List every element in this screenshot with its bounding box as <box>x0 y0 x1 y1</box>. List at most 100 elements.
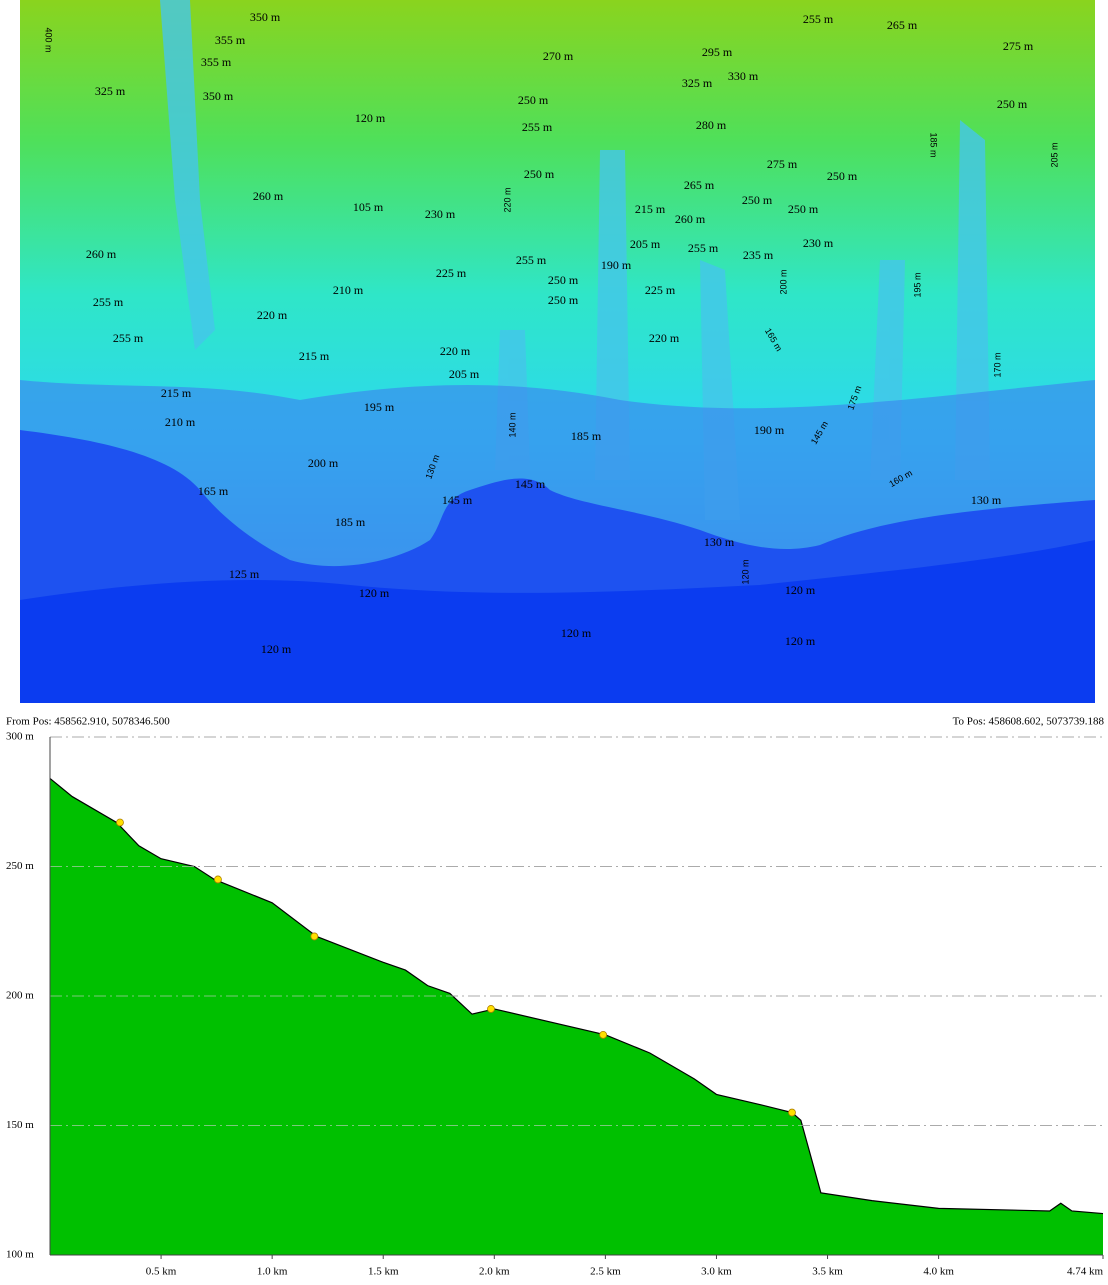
map-label: 130 m <box>971 493 1002 507</box>
map-label: 325 m <box>95 84 126 98</box>
to-position: To Pos: 458608.602, 5073739.188 <box>953 716 1105 728</box>
map-label: 190 m <box>754 423 785 437</box>
profile-marker <box>116 819 123 826</box>
y-tick-label: 200 m <box>6 990 34 1002</box>
map-label: 125 m <box>229 567 260 581</box>
map-label: 280 m <box>696 118 727 132</box>
x-tick-label: 3.0 km <box>701 1266 732 1278</box>
map-label: 250 m <box>997 97 1028 111</box>
map-label: 295 m <box>702 45 733 59</box>
map-label: 120 m <box>359 586 390 600</box>
y-tick-label: 100 m <box>6 1249 34 1261</box>
map-label: 275 m <box>767 157 798 171</box>
map-label: 250 m <box>524 167 555 181</box>
map-label: 355 m <box>201 55 232 69</box>
map-label: 270 m <box>543 49 574 63</box>
map-label: 330 m <box>728 69 759 83</box>
map-label: 250 m <box>742 193 773 207</box>
map-label: 200 m <box>308 456 339 470</box>
map-contour-label: 120 m <box>740 559 750 584</box>
map-label: 210 m <box>333 283 364 297</box>
map-label: 120 m <box>261 642 292 656</box>
map-label: 120 m <box>561 626 592 640</box>
map-contour-label: 200 m <box>778 269 788 294</box>
map-label: 350 m <box>250 10 281 24</box>
x-tick-label: 4.0 km <box>923 1266 954 1278</box>
map-label: 255 m <box>522 120 553 134</box>
map-label: 260 m <box>675 212 706 226</box>
map-label: 220 m <box>440 344 471 358</box>
map-contour-label: 400 m <box>44 27 54 52</box>
map-label: 250 m <box>548 293 579 307</box>
map-label: 255 m <box>803 12 834 26</box>
page: 350 m 355 m 355 m 325 m 350 m 270 m 295 m 325 m… <box>0 0 1108 1280</box>
map-label: 255 m <box>93 295 124 309</box>
map-contour-label: 140 m <box>507 412 517 437</box>
map-label: 165 m <box>198 484 229 498</box>
map-label: 225 m <box>436 266 467 280</box>
map-label: 120 m <box>355 111 386 125</box>
map-label: 105 m <box>353 200 384 214</box>
map-label: 225 m <box>645 283 676 297</box>
x-tick-label: 2.5 km <box>590 1266 621 1278</box>
map-contour-label: 170 m <box>992 352 1002 377</box>
y-tick-label: 300 m <box>6 731 34 743</box>
map-label: 260 m <box>253 189 284 203</box>
profile-area <box>50 778 1103 1255</box>
map-label: 255 m <box>113 331 144 345</box>
map-label: 250 m <box>518 93 549 107</box>
profile-marker <box>487 1005 494 1012</box>
map-label: 205 m <box>449 367 480 381</box>
map-label: 250 m <box>548 273 579 287</box>
map-label: 190 m <box>601 258 632 272</box>
x-tick-label: 3.5 km <box>812 1266 843 1278</box>
map-label: 205 m <box>630 237 661 251</box>
y-tick-label: 250 m <box>6 860 34 872</box>
x-tick-label: 2.0 km <box>479 1266 510 1278</box>
map-label: 250 m <box>827 169 858 183</box>
map-contour-label: 220 m <box>502 187 512 212</box>
map-label: 230 m <box>425 207 456 221</box>
map-label: 230 m <box>803 236 834 250</box>
map-label: 215 m <box>635 202 666 216</box>
map-label: 255 m <box>516 253 547 267</box>
map-contour-label: 205 m <box>1049 142 1059 167</box>
x-tick-label: 0.5 km <box>146 1266 177 1278</box>
map-label: 145 m <box>515 477 546 491</box>
map-label: 250 m <box>788 202 819 216</box>
map-label: 120 m <box>785 634 816 648</box>
map-label: 355 m <box>215 33 246 47</box>
map-label: 185 m <box>335 515 366 529</box>
map-label: 325 m <box>682 76 713 90</box>
profile-chart: From Pos: 458562.910, 5078346.500 To Pos:… <box>6 716 1104 1278</box>
x-tick-label: 4.74 km <box>1067 1266 1104 1278</box>
map-label: 220 m <box>257 308 288 322</box>
map-label: 220 m <box>649 331 680 345</box>
x-tick-label: 1.0 km <box>257 1266 288 1278</box>
map-label: 265 m <box>684 178 715 192</box>
profile-marker <box>311 933 318 940</box>
map-label: 215 m <box>161 386 192 400</box>
map-contour-label: 185 m <box>929 132 939 157</box>
map-label: 235 m <box>743 248 774 262</box>
map-label: 130 m <box>704 535 735 549</box>
map-label: 195 m <box>364 400 395 414</box>
map-label: 260 m <box>86 247 117 261</box>
profile-marker <box>788 1109 795 1116</box>
y-tick-label: 150 m <box>6 1119 34 1131</box>
map-label: 185 m <box>571 429 602 443</box>
map-label: 145 m <box>442 493 473 507</box>
map: 350 m 355 m 355 m 325 m 350 m 270 m 295 m 325 m… <box>20 0 1095 703</box>
map-label: 120 m <box>785 583 816 597</box>
profile-marker <box>214 876 221 883</box>
x-tick-label: 1.5 km <box>368 1266 399 1278</box>
map-label: 350 m <box>203 89 234 103</box>
map-label: 275 m <box>1003 39 1034 53</box>
map-label: 210 m <box>165 415 196 429</box>
from-position: From Pos: 458562.910, 5078346.500 <box>6 716 170 728</box>
map-label: 215 m <box>299 349 330 363</box>
map-label: 255 m <box>688 241 719 255</box>
map-label: 265 m <box>887 18 918 32</box>
profile-marker <box>600 1031 607 1038</box>
map-contour-label: 195 m <box>912 272 922 297</box>
